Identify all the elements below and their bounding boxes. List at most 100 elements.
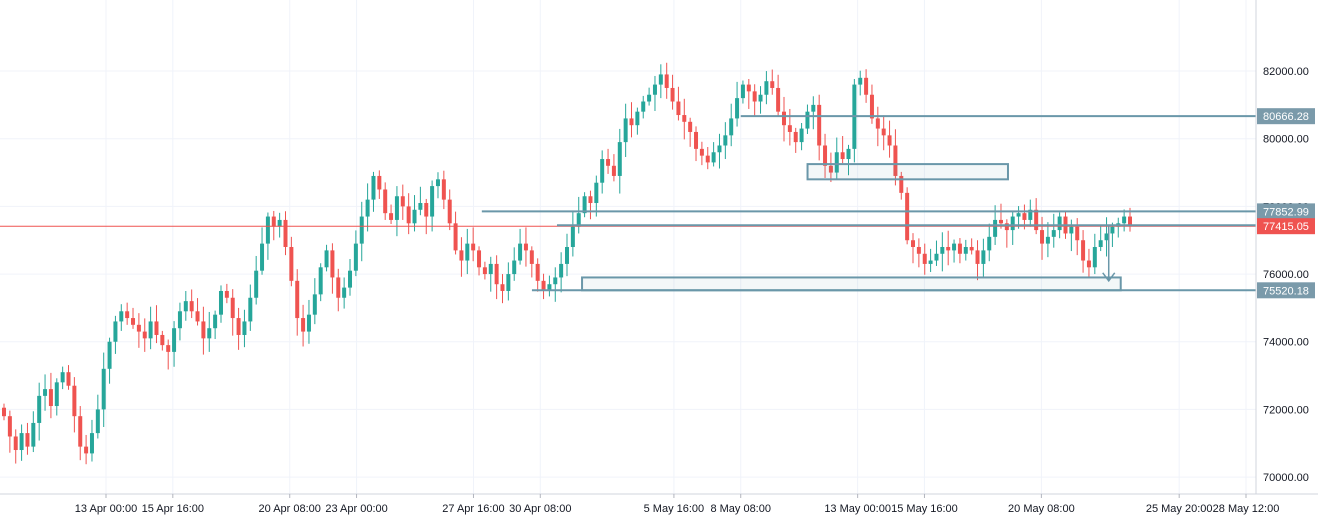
y-tick-label: 74000.00: [1263, 337, 1309, 349]
candle-body: [828, 165, 833, 173]
candle-body: [840, 152, 845, 160]
candle-series: [2, 62, 1132, 465]
candle-body: [576, 213, 581, 227]
candle-body: [998, 219, 1003, 224]
candle-body: [928, 260, 933, 264]
candle-body: [781, 111, 786, 126]
candle-body: [84, 446, 89, 454]
candle-body: [975, 250, 980, 264]
price-badge-label: 77852.99: [1263, 206, 1309, 218]
candle-body: [799, 128, 804, 143]
candle-body: [518, 243, 523, 261]
candle-body: [289, 247, 294, 281]
candle-body: [523, 243, 528, 251]
candle-body: [864, 77, 869, 95]
candle-body: [1075, 226, 1080, 241]
price-labels: 80666.28 77852.99 77415.05 75520.18: [1257, 108, 1315, 299]
candle-body: [312, 294, 317, 315]
candle-body: [887, 135, 892, 146]
candle-body: [705, 155, 710, 163]
candle-body: [301, 318, 306, 332]
x-tick-label: 30 Apr 08:00: [509, 503, 571, 515]
candle-body: [418, 203, 423, 210]
candle-body: [1081, 240, 1086, 261]
candle-body: [1069, 226, 1074, 234]
candle-body: [400, 196, 405, 207]
candle-body: [1110, 226, 1115, 234]
candle-body: [324, 250, 329, 268]
x-tick-label: 15 Apr 16:00: [142, 503, 204, 515]
candle-body: [283, 219, 288, 247]
candle-body: [477, 250, 482, 268]
candle-body: [172, 328, 177, 352]
candle-body: [348, 270, 353, 288]
level-price-badge: [1257, 203, 1315, 220]
candle-body: [131, 318, 136, 325]
candle-body: [113, 321, 118, 342]
candle-body: [265, 216, 270, 244]
target-arrow-head: [1102, 272, 1116, 283]
candle-body: [529, 250, 534, 264]
candle-body: [535, 263, 540, 281]
y-tick-label: 80000.00: [1263, 134, 1309, 146]
x-tick-label: 28 May 12:00: [1213, 503, 1280, 515]
candle-body: [25, 433, 30, 447]
candle-body: [811, 104, 816, 112]
candle-body: [899, 175, 904, 193]
candle-body: [1098, 240, 1103, 247]
candle-body: [758, 94, 763, 102]
candle-body: [740, 84, 745, 99]
candle-body: [641, 101, 646, 112]
candle-body: [846, 148, 851, 160]
candle-body: [682, 115, 687, 122]
candle-body: [805, 111, 810, 129]
candle-body: [359, 216, 364, 244]
candle-body: [254, 270, 259, 298]
candle-body: [424, 203, 429, 217]
candle-body: [107, 341, 112, 369]
candle-body: [1092, 247, 1097, 268]
candle-body: [43, 389, 48, 396]
candle-body: [606, 159, 611, 166]
candle-body: [858, 77, 863, 85]
candle-body: [1028, 209, 1033, 220]
x-tick-label: 15 May 16:00: [891, 503, 958, 515]
candle-body: [218, 290, 223, 315]
candle-body: [2, 407, 6, 417]
candle-body: [647, 94, 652, 102]
x-tick-label: 25 May 20:00: [1146, 503, 1213, 515]
candle-body: [764, 81, 769, 95]
candle-body: [553, 277, 558, 285]
candle-body: [342, 287, 347, 298]
candle-body: [869, 94, 874, 119]
candle-body: [148, 321, 153, 339]
candle-body: [940, 247, 945, 254]
candle-body: [224, 290, 229, 298]
candle-body: [787, 125, 792, 132]
candle-body: [119, 311, 124, 322]
candle-body: [78, 416, 83, 447]
candle-body: [981, 250, 986, 264]
candle-body: [31, 422, 36, 447]
candle-body: [453, 223, 458, 251]
candle-body: [295, 280, 300, 319]
candle-body: [1045, 236, 1050, 244]
candle-body: [588, 196, 593, 204]
candle-body: [541, 280, 546, 291]
price-axis: 70000.0072000.0074000.0076000.0078000.00…: [1263, 66, 1309, 484]
candle-body: [1034, 209, 1039, 231]
candle-body: [394, 196, 399, 220]
candle-body: [101, 368, 106, 410]
candle-body: [969, 247, 974, 251]
x-tick-label: 27 Apr 16:00: [442, 503, 504, 515]
candle-body: [793, 131, 798, 143]
candle-body: [242, 321, 247, 335]
candle-body: [435, 179, 440, 187]
candle-body: [306, 314, 311, 332]
candle-body: [1104, 233, 1109, 241]
candle-body: [230, 297, 235, 319]
candle-body: [177, 311, 182, 329]
candle-body: [635, 111, 640, 126]
candle-body: [1086, 260, 1091, 268]
x-tick-label: 20 Apr 08:00: [259, 503, 321, 515]
